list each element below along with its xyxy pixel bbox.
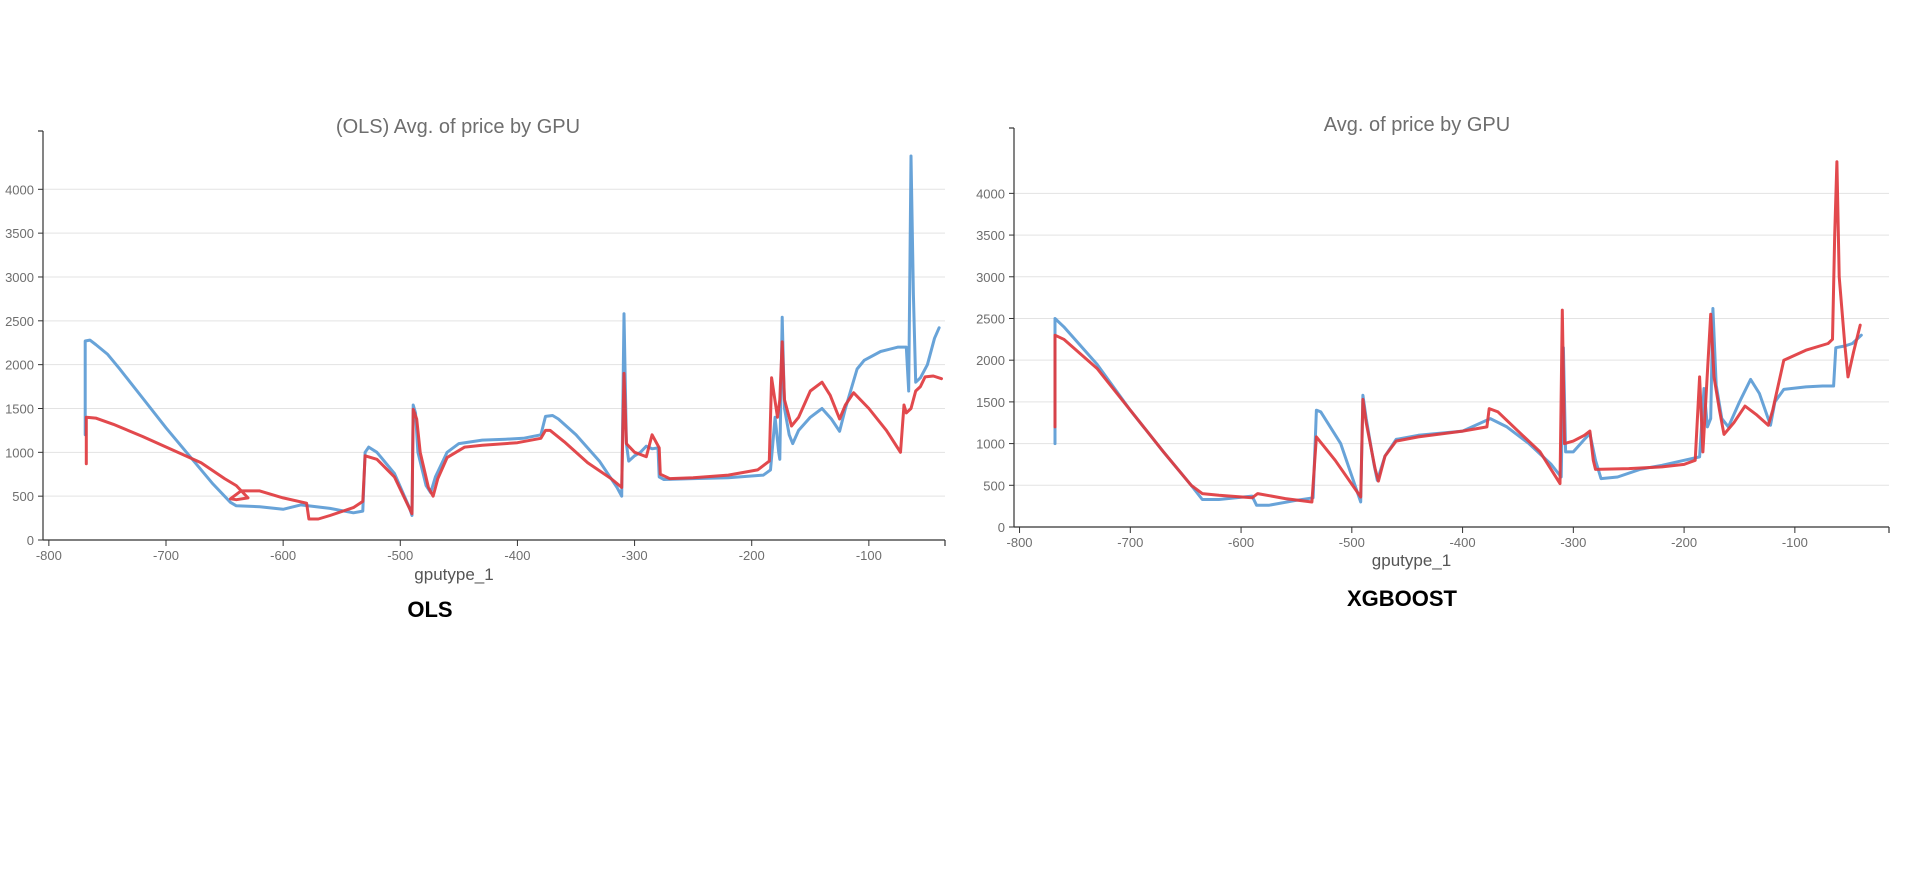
ols-chart-panel: (OLS) Avg. of price by GPU 0 500 1000 1500 20…	[5, 116, 946, 584]
xgboost-y-tick-label: 1000	[976, 437, 1005, 452]
ols-x-tick-label: -600	[270, 548, 296, 563]
xgboost-x-axis-label: gputype_1	[1372, 551, 1451, 570]
ols-y-tick-label: 3500	[5, 226, 34, 241]
ols-x-axis-label: gputype_1	[414, 565, 493, 584]
ols-x-tick-label: -800	[36, 548, 62, 563]
ols-x-tick-label: -700	[153, 548, 179, 563]
xgboost-y-tick-label: 2500	[976, 311, 1005, 326]
ols-x-tick-label: -300	[622, 548, 648, 563]
xgboost-series-line-1	[1053, 307, 1863, 507]
xgboost-chart-title: Avg. of price by GPU	[1324, 114, 1510, 136]
ols-chart: (OLS) Avg. of price by GPU 0 500 1000 1500 20…	[5, 116, 946, 584]
ols-y-tick-label: 3000	[5, 270, 34, 285]
ols-y-tick-label: 2500	[5, 314, 34, 329]
xgboost-y-tick-label: 2000	[976, 353, 1005, 368]
ols-y-tick-label: 1500	[5, 401, 34, 416]
xgboost-x-tick-label: -700	[1117, 535, 1143, 550]
ols-y-tick-label: 4000	[5, 182, 34, 197]
ols-x-tick-label: -500	[387, 548, 413, 563]
xgboost-x-tick-label: -200	[1671, 535, 1697, 550]
ols-x-tick-label: -100	[856, 548, 882, 563]
xgboost-y-tick-label: 3000	[976, 270, 1005, 285]
xgboost-caption: XGBOOST	[1346, 586, 1457, 611]
ols-chart-title: (OLS) Avg. of price by GPU	[336, 116, 580, 138]
ols-y-tick-label: 1000	[5, 445, 34, 460]
ols-x-tick-label: -400	[504, 548, 530, 563]
ols-y-tick-label: 2000	[5, 358, 34, 373]
xgboost-y-tick-label: 1500	[976, 395, 1005, 410]
xgboost-x-tick-label: -600	[1228, 535, 1254, 550]
ols-series-line-2	[84, 340, 943, 521]
ols-y-tick-label: 500	[12, 489, 34, 504]
xgboost-x-tick-label: -400	[1450, 535, 1476, 550]
xgboost-y-tick-label: 3500	[976, 228, 1005, 243]
xgboost-chart-panel: Avg. of price by GPU 0 500 1000 1500 2000 2500…	[957, 0, 1914, 874]
xgboost-x-tick-label: -500	[1339, 535, 1365, 550]
xgboost-series-line-2	[1053, 160, 1862, 504]
xgboost-y-tick-label: 500	[983, 478, 1005, 493]
xgboost-y-tick-label: 0	[998, 520, 1005, 535]
ols-caption: OLS	[407, 597, 453, 622]
ols-series-line-1	[83, 154, 941, 517]
xgboost-x-tick-label: -300	[1560, 535, 1586, 550]
xgboost-y-tick-label: 4000	[976, 186, 1005, 201]
xgboost-x-tick-label: -100	[1782, 535, 1808, 550]
ols-x-tick-label: -200	[739, 548, 765, 563]
xgboost-x-tick-label: -800	[1007, 535, 1033, 550]
xgboost-chart: Avg. of price by GPU 0 500 1000 1500 2000 2500…	[976, 114, 1890, 570]
ols-y-tick-label: 0	[27, 533, 34, 548]
